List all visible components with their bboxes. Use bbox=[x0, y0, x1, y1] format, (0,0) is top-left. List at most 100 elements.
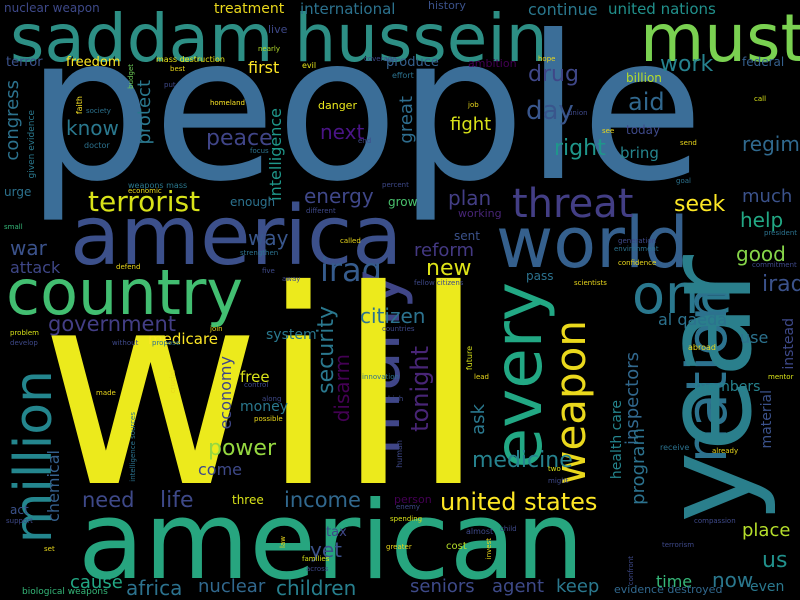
word-crucial: crucial bbox=[169, 370, 177, 394]
word-produce: produce bbox=[386, 55, 439, 70]
word-use: use bbox=[740, 328, 769, 347]
word-environment: environment bbox=[614, 245, 659, 253]
word-homeland: homeland bbox=[210, 99, 245, 107]
word-reform: reform bbox=[414, 240, 475, 261]
word-drug: drug bbox=[528, 62, 579, 87]
word-good: good bbox=[736, 242, 786, 266]
word-invest: invest bbox=[485, 538, 493, 560]
word-nuclear: nuclear bbox=[198, 576, 266, 597]
word-receive: receive bbox=[660, 443, 690, 452]
word-keep: keep bbox=[556, 576, 600, 597]
word-treatment: treatment bbox=[214, 1, 285, 17]
word-innovation: innovation bbox=[362, 373, 399, 381]
word-cost: cost bbox=[446, 541, 467, 552]
word-call: call bbox=[754, 95, 767, 103]
word-focus: focus bbox=[250, 147, 269, 155]
word-every: every bbox=[480, 282, 557, 469]
word-pass: pass bbox=[526, 269, 554, 283]
word-problem: problem bbox=[10, 329, 39, 337]
word-peace: peace bbox=[206, 126, 273, 151]
word-strengthen: strengthen bbox=[240, 249, 279, 257]
word-away: away bbox=[282, 275, 301, 283]
word-three: three bbox=[232, 493, 264, 507]
word-instead: instead bbox=[781, 318, 797, 370]
word-called: called bbox=[340, 237, 361, 245]
word-medicine: medicine bbox=[472, 448, 573, 473]
word-law: law bbox=[279, 536, 287, 548]
word-now: now bbox=[712, 568, 754, 592]
word-way: way bbox=[248, 226, 289, 250]
word-propose: propose bbox=[152, 339, 181, 347]
word-terrorist: terrorist bbox=[88, 185, 201, 218]
word-without: without bbox=[112, 339, 139, 347]
word-already: already bbox=[712, 447, 739, 455]
word-set: set bbox=[44, 545, 55, 553]
word-scientists: scientists bbox=[574, 279, 607, 287]
word-day: day bbox=[526, 96, 574, 126]
word-continue: continue bbox=[528, 0, 598, 19]
word-seek: seek bbox=[674, 192, 726, 217]
word-power: power bbox=[208, 436, 276, 461]
word-made: made bbox=[96, 389, 116, 397]
word-members: members bbox=[694, 379, 761, 395]
word-one: one bbox=[632, 263, 733, 326]
word-given-evidence: given evidence bbox=[27, 110, 37, 179]
word-free: free bbox=[240, 368, 270, 386]
word-chemical: chemical bbox=[44, 450, 63, 522]
word-put: put bbox=[164, 81, 176, 89]
word-plan: plan bbox=[448, 186, 492, 210]
word-effort: effort bbox=[392, 71, 414, 80]
word-mass-destruction: mass destruction bbox=[156, 55, 225, 64]
word-protect: protect bbox=[134, 80, 155, 145]
word-almost: almost bbox=[466, 527, 494, 536]
word-generation: generation bbox=[618, 237, 657, 245]
word-percent: percent bbox=[382, 181, 409, 189]
word-place: place bbox=[742, 520, 791, 541]
word-nuclear-weapon: nuclear weapon bbox=[4, 1, 100, 15]
word-child: child bbox=[500, 525, 517, 533]
word-africa: africa bbox=[126, 576, 183, 600]
word-compassion: compassion bbox=[694, 517, 736, 525]
word-abroad: abroad bbox=[688, 343, 716, 352]
word-need: need bbox=[82, 488, 135, 512]
word-today: today bbox=[626, 123, 661, 137]
word-iraq: iraq bbox=[320, 251, 382, 289]
word-know: know bbox=[66, 116, 119, 140]
word-future: future bbox=[465, 346, 474, 371]
word-government: government bbox=[48, 312, 177, 336]
word-lead: lead bbox=[474, 373, 489, 381]
word-money: money bbox=[240, 399, 288, 415]
word-next: next bbox=[320, 120, 365, 144]
word-life: life bbox=[160, 488, 194, 513]
word-live: live bbox=[268, 23, 288, 36]
word-international: international bbox=[300, 0, 396, 18]
word-energy: energy bbox=[304, 184, 374, 208]
word-intelligence: intelligence bbox=[266, 108, 285, 201]
word-children: children bbox=[276, 576, 357, 600]
word-send: send bbox=[680, 139, 697, 147]
word-ask: ask bbox=[468, 404, 489, 435]
word-history: history bbox=[428, 0, 466, 12]
word-yet: yet bbox=[310, 538, 342, 562]
word-saddam-hussein: saddam hussein bbox=[10, 0, 548, 77]
word-danger: danger bbox=[318, 99, 357, 112]
word-iraqi: iraqi bbox=[762, 272, 800, 297]
word-spending: spending bbox=[390, 515, 423, 523]
word-congress: congress bbox=[2, 80, 23, 161]
word-united-nations: united nations bbox=[608, 0, 716, 18]
word-biological-weapons: biological weapons bbox=[22, 587, 108, 597]
word-economic: economic bbox=[128, 187, 162, 195]
word-families: families bbox=[302, 555, 330, 563]
word-intelligence-sources: intelligence sources bbox=[129, 412, 137, 482]
word-cause: cause bbox=[70, 572, 123, 593]
word-attack: attack bbox=[10, 258, 61, 277]
word-people: people bbox=[26, 0, 704, 226]
word-act: act bbox=[10, 503, 29, 517]
word-greater: greater bbox=[386, 543, 412, 551]
word-aid: aid bbox=[628, 88, 665, 116]
word-terrorism: terrorism bbox=[662, 541, 695, 549]
word-budget: budget bbox=[127, 64, 135, 89]
word-defend: defend bbox=[116, 263, 141, 271]
word-tax: tax bbox=[326, 525, 347, 540]
